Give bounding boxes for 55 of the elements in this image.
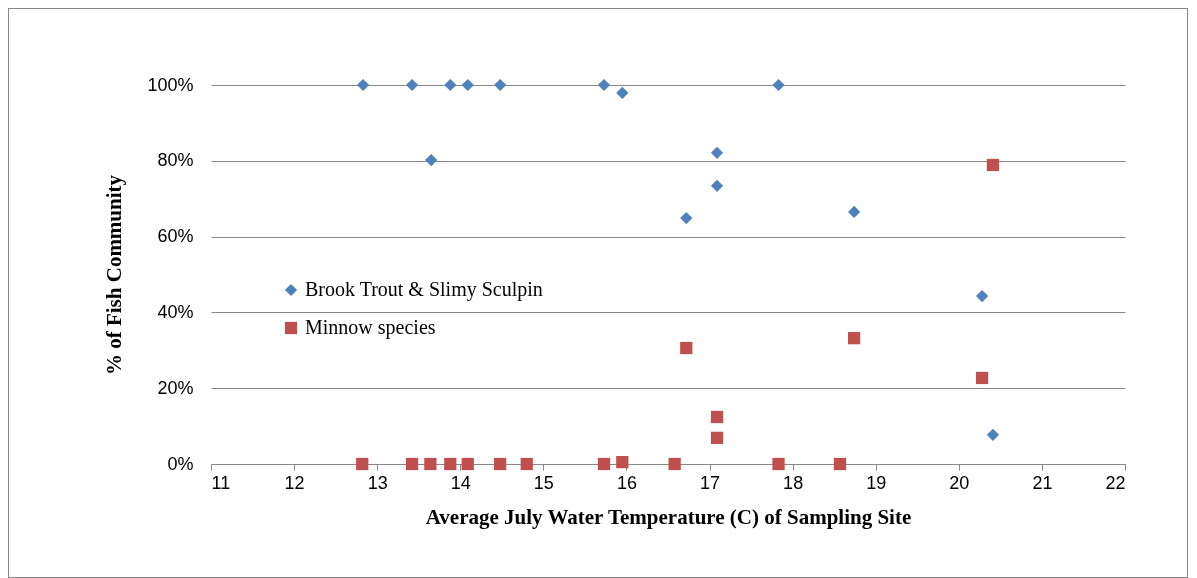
point <box>425 153 438 167</box>
point <box>680 211 693 225</box>
y-axis-title: % of Fish Community <box>102 174 127 376</box>
point <box>597 78 611 92</box>
y-tick-label: 80% <box>157 150 194 171</box>
point <box>710 431 724 444</box>
point <box>444 457 457 471</box>
point <box>833 457 847 471</box>
y-tick-label: 100% <box>147 74 194 95</box>
y-tick-label: 0% <box>167 453 194 474</box>
x-tick-label: 13 <box>367 472 388 493</box>
legend-label: Brook Trout & Slimy Sculpin <box>305 278 543 301</box>
point <box>616 455 629 469</box>
point <box>444 78 457 92</box>
point <box>680 341 693 355</box>
point <box>356 457 369 471</box>
y-tick-label: 40% <box>157 301 194 322</box>
x-axis-title: Average July Water Temperature (C) of Sampling Site <box>425 504 912 529</box>
x-tick-label: 16 <box>616 472 637 493</box>
point <box>597 457 611 471</box>
x-tick-label: 22 <box>1105 472 1126 493</box>
point <box>710 179 724 192</box>
point <box>668 457 681 471</box>
x-tick-label: 14 <box>450 472 471 493</box>
point <box>975 371 989 385</box>
point <box>975 289 989 303</box>
point <box>848 205 861 219</box>
point <box>461 78 474 92</box>
point <box>772 78 785 92</box>
x-tick-label: 18 <box>783 472 804 493</box>
point <box>494 457 507 471</box>
x-tick-label: 15 <box>533 472 554 493</box>
point <box>520 457 533 471</box>
point <box>710 410 724 424</box>
x-tick-label: 11 <box>211 472 231 493</box>
x-tick-label: 20 <box>949 472 970 493</box>
point <box>424 457 437 471</box>
point <box>356 78 370 92</box>
x-tick-label: 21 <box>1032 472 1053 493</box>
x-tick-label: 12 <box>284 472 305 493</box>
point <box>772 457 785 471</box>
point <box>986 158 1000 172</box>
point <box>461 457 474 471</box>
point <box>616 86 629 100</box>
point <box>986 428 1000 441</box>
point <box>494 78 507 92</box>
point <box>405 78 419 92</box>
legend-label: Minnow species <box>305 316 436 339</box>
point <box>405 457 419 471</box>
x-tick-label: 19 <box>866 472 887 493</box>
point <box>710 146 724 159</box>
x-tick-label: 17 <box>700 472 721 493</box>
point <box>848 332 861 345</box>
y-tick-label: 20% <box>157 377 194 398</box>
y-tick-label: 60% <box>157 226 194 247</box>
